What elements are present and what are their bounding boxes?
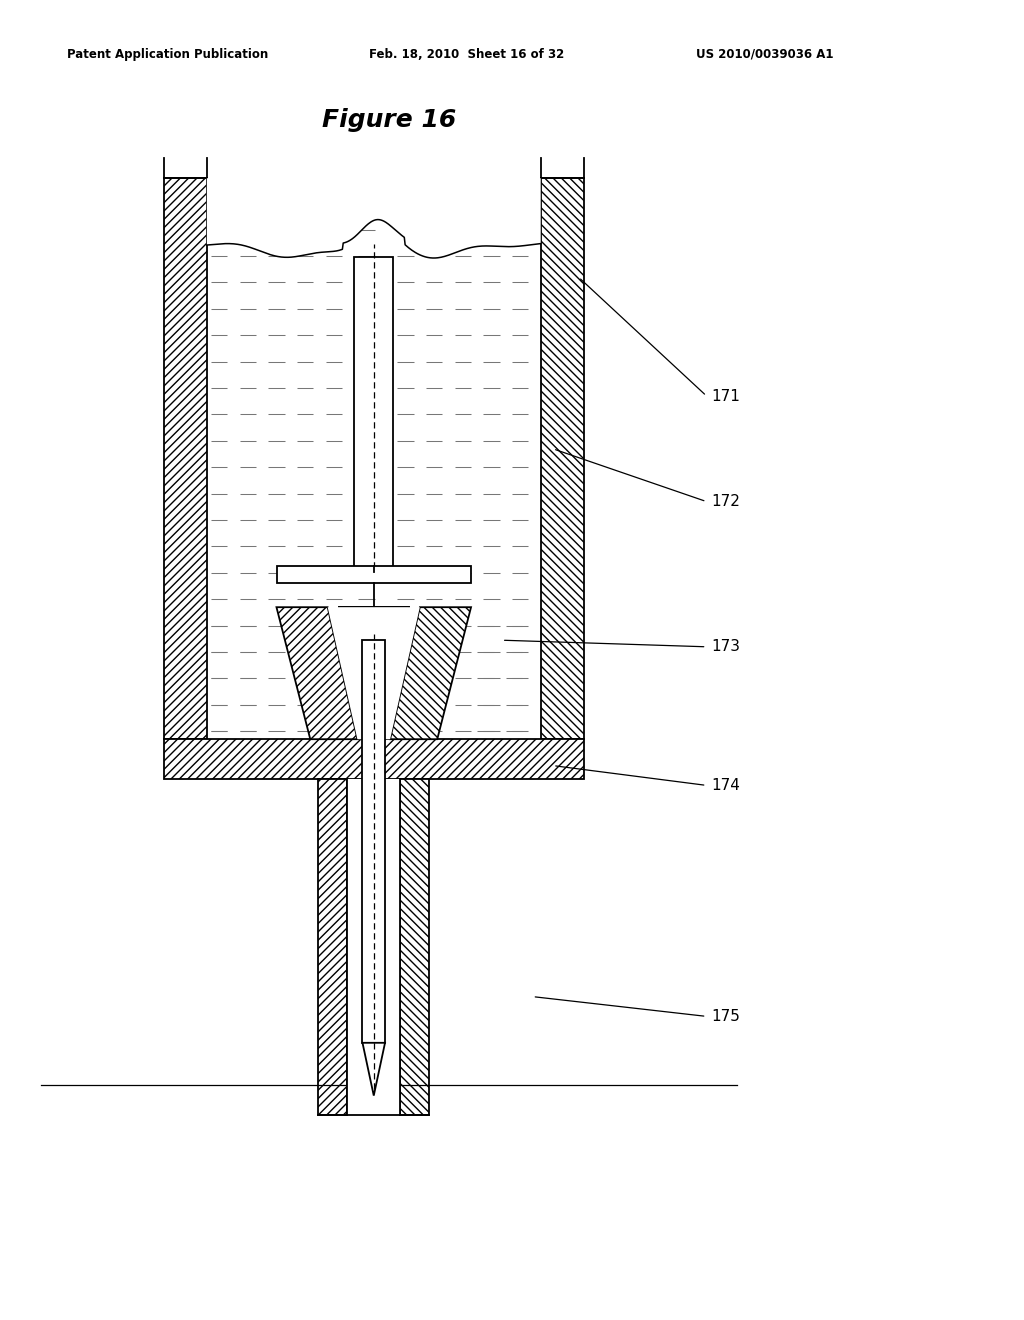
Text: 173: 173 xyxy=(712,639,740,655)
Polygon shape xyxy=(276,607,357,739)
Bar xyxy=(362,640,385,1043)
Text: US 2010/0039036 A1: US 2010/0039036 A1 xyxy=(696,48,834,61)
Polygon shape xyxy=(362,1043,385,1096)
Bar xyxy=(339,607,409,640)
Polygon shape xyxy=(390,607,471,739)
Bar xyxy=(164,739,584,779)
Bar xyxy=(207,178,541,739)
Bar xyxy=(339,607,409,640)
Bar xyxy=(276,566,471,583)
PathPatch shape xyxy=(207,178,541,257)
Bar xyxy=(541,178,584,739)
Bar xyxy=(318,779,347,1115)
Text: 172: 172 xyxy=(712,494,740,510)
Polygon shape xyxy=(328,607,420,739)
Text: 174: 174 xyxy=(712,777,740,793)
Text: 175: 175 xyxy=(712,1008,740,1024)
Text: 171: 171 xyxy=(712,388,740,404)
Bar xyxy=(400,779,429,1115)
Bar xyxy=(347,779,400,1115)
Text: Patent Application Publication: Patent Application Publication xyxy=(67,48,268,61)
Text: Feb. 18, 2010  Sheet 16 of 32: Feb. 18, 2010 Sheet 16 of 32 xyxy=(369,48,564,61)
Bar xyxy=(354,257,393,572)
Text: Figure 16: Figure 16 xyxy=(322,108,457,132)
Bar xyxy=(164,178,207,739)
